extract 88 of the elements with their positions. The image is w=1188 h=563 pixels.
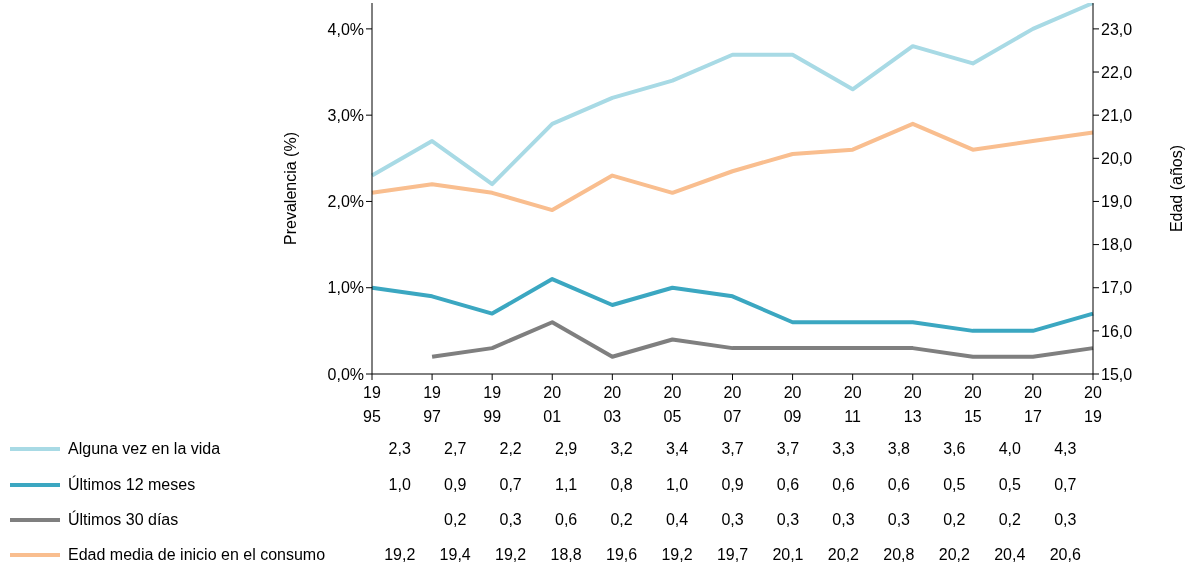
data-label: 4,3 [1053, 439, 1078, 459]
data-label: 2,2 [498, 439, 523, 459]
y2-axis-title: Edad (años) [1167, 144, 1185, 233]
x-tick-label: 1997 [423, 384, 442, 425]
line-series [430, 320, 1095, 359]
y2-tick-label: 21,0 [1101, 106, 1133, 124]
data-label: 19,6 [605, 545, 639, 563]
y-tick-label: 3,0% [327, 106, 364, 124]
data-label: 3,3 [831, 439, 856, 459]
x-tick-label: 2013 [903, 384, 922, 425]
y-tick-label: 2,0% [327, 193, 364, 211]
x-tick-label: 2003 [603, 384, 622, 425]
x-tick-label: 2001 [543, 384, 562, 425]
x-tick-label: 2007 [723, 384, 742, 425]
data-label: 0,7 [1053, 475, 1078, 495]
y2-tick-label: 18,0 [1101, 236, 1133, 254]
data-label: 2,3 [387, 439, 412, 459]
data-label: 3,8 [886, 439, 911, 459]
y2-tick-label: 17,0 [1101, 279, 1133, 297]
legend-label: Alguna vez en la vida [68, 440, 221, 458]
data-label: 0,3 [498, 510, 523, 530]
data-label: 2,7 [443, 439, 468, 459]
data-label: 1,0 [387, 475, 412, 495]
y-axis-title: Prevalencia (%) [281, 132, 299, 245]
x-tick-label: 1995 [363, 384, 381, 425]
x-tick-label: 2005 [663, 384, 682, 425]
data-label: 3,7 [720, 439, 745, 459]
data-label: 0,2 [609, 510, 634, 530]
data-label: 0,6 [831, 475, 856, 495]
y-tick-label: 1,0% [327, 279, 364, 297]
x-tick-label: 1999 [483, 384, 502, 425]
x-tick-label: 2011 [843, 384, 862, 425]
data-label: 19,2 [494, 545, 528, 563]
data-label: 0,9 [720, 475, 745, 495]
y2-tick-label: 16,0 [1101, 322, 1133, 340]
legend-label: Últimos 30 días [68, 511, 179, 529]
y2-tick-label: 22,0 [1101, 63, 1133, 81]
data-label: 0,6 [886, 475, 911, 495]
data-label: 20,4 [993, 545, 1027, 563]
data-label: 3,7 [775, 439, 801, 459]
data-label: 0,2 [942, 510, 967, 530]
data-label: 0,2 [997, 510, 1022, 530]
data-label: 0,5 [942, 475, 967, 495]
data-label: 0,3 [720, 510, 745, 530]
line-series [370, 277, 1095, 333]
data-label: 0,5 [997, 475, 1022, 495]
y2-tick-label: 19,0 [1101, 193, 1133, 211]
data-label: 20,2 [826, 545, 860, 563]
data-label: 19,2 [660, 545, 694, 563]
data-label: 20,6 [1048, 545, 1082, 563]
y2-tick-label: 15,0 [1101, 365, 1133, 383]
y-tick-label: 4,0% [327, 20, 364, 38]
line-series [370, 3, 1095, 187]
x-tick-label: 2009 [783, 384, 802, 425]
data-label: 20,2 [937, 545, 971, 563]
line-series [370, 121, 1095, 213]
data-label: 0,7 [498, 475, 523, 495]
data-label: 3,6 [942, 439, 967, 459]
legend-label: Edad media de inicio en el consumo [68, 546, 326, 563]
data-label: 18,8 [549, 545, 583, 563]
data-label: 0,8 [609, 475, 634, 495]
y-tick-label: 0,0% [327, 365, 364, 383]
data-label: 1,1 [554, 475, 579, 495]
data-label: 0,2 [443, 510, 468, 530]
legend-label: Últimos 12 meses [68, 476, 196, 494]
data-label: 0,3 [775, 510, 801, 530]
data-label: 19,4 [438, 545, 472, 563]
data-label: 0,6 [554, 510, 579, 530]
data-label: 2,9 [554, 439, 579, 459]
data-label: 0,3 [886, 510, 911, 530]
data-label: 0,3 [1053, 510, 1078, 530]
x-tick-label: 2017 [1024, 384, 1042, 425]
x-tick-label: 2019 [1084, 384, 1102, 425]
data-label: 1,0 [664, 475, 690, 495]
data-label: 19,7 [715, 545, 750, 563]
x-tick-label: 2015 [963, 384, 982, 425]
data-label: 3,4 [664, 439, 690, 459]
data-label: 0,6 [775, 475, 801, 495]
data-label: 4,0 [997, 439, 1022, 459]
data-label: 19,2 [383, 545, 417, 563]
data-label: 20,1 [771, 545, 805, 563]
data-label: 0,3 [831, 510, 856, 530]
data-label: 0,9 [443, 475, 468, 495]
y2-tick-label: 23,0 [1101, 20, 1133, 38]
y2-tick-label: 20,0 [1101, 149, 1133, 167]
data-label: 3,2 [609, 439, 634, 459]
data-label: 0,4 [664, 510, 690, 530]
data-label: 20,8 [882, 545, 916, 563]
